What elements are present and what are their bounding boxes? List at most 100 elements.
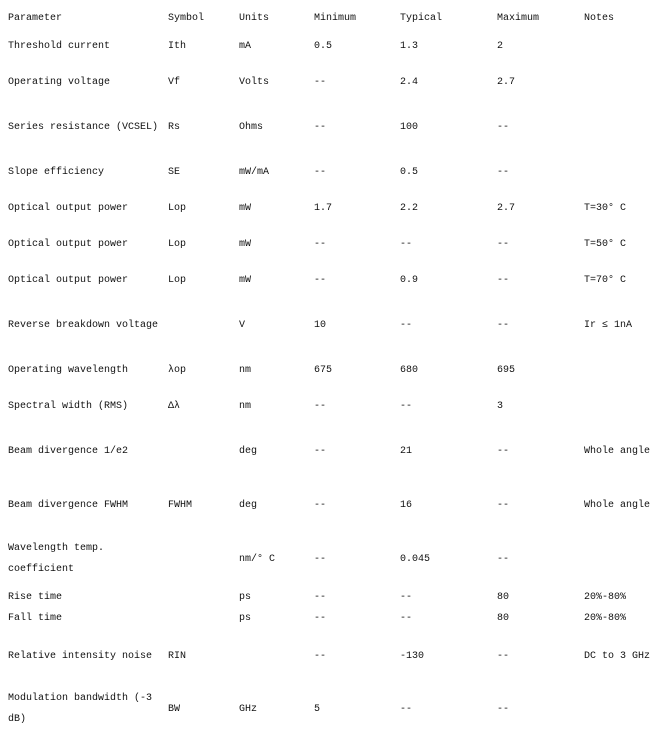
- cell-units: deg: [239, 445, 258, 457]
- header-typical: Typical: [400, 12, 443, 24]
- cell-symbol: Lop: [168, 238, 187, 250]
- cell-minimum: --: [314, 166, 327, 178]
- cell-parameter: Optical output power: [8, 238, 129, 250]
- cell-typical: 0.5: [400, 166, 419, 178]
- table-row: Modulation bandwidth (-3 dB) BW GHz 5 -- --: [0, 688, 663, 730]
- cell-maximum: --: [497, 499, 510, 511]
- cell-maximum: 80: [497, 591, 510, 603]
- table-row: Beam divergence 1/e2 deg -- 21 -- Whole angle: [0, 441, 663, 462]
- cell-parameter: Beam divergence FWHM: [8, 499, 129, 511]
- header-maximum: Maximum: [497, 12, 540, 24]
- table-row: Slope efficiency SE mW/mA -- 0.5 --: [0, 162, 663, 183]
- cell-typical: --: [400, 703, 413, 715]
- cell-symbol: Lop: [168, 274, 187, 286]
- cell-minimum: 675: [314, 364, 333, 376]
- cell-typical: 21: [400, 445, 413, 457]
- cell-typical: 1.3: [400, 40, 419, 52]
- cell-symbol: Vf: [168, 76, 181, 88]
- cell-typical: 2.2: [400, 202, 419, 214]
- cell-units: nm/° C: [239, 553, 276, 565]
- table-row: Rise time ps -- -- 80 20%-80%: [0, 587, 663, 608]
- cell-maximum: --: [497, 553, 510, 565]
- cell-typical: --: [400, 591, 413, 603]
- header-notes: Notes: [584, 12, 615, 24]
- cell-parameter: Threshold current: [8, 40, 111, 52]
- cell-minimum: --: [314, 76, 327, 88]
- table-row: Optical output power Lop mW -- 0.9 -- T=70° C: [0, 270, 663, 291]
- table-row: Optical output power Lop mW -- -- -- T=50° C: [0, 234, 663, 255]
- cell-parameter: Beam divergence 1/e2: [8, 445, 129, 457]
- cell-parameter: Relative intensity noise: [8, 650, 153, 662]
- cell-maximum: 2.7: [497, 76, 516, 88]
- cell-parameter: Operating wavelength: [8, 364, 129, 376]
- cell-typical: 0.9: [400, 274, 419, 286]
- table-row: Optical output power Lop mW 1.7 2.2 2.7 T=30° …: [0, 198, 663, 219]
- cell-minimum: 10: [314, 319, 327, 331]
- cell-typical: -130: [400, 650, 425, 662]
- cell-units: nm: [239, 364, 252, 376]
- cell-units: mW: [239, 202, 252, 214]
- cell-minimum: --: [314, 400, 327, 412]
- cell-parameter: Spectral width (RMS): [8, 400, 129, 412]
- cell-parameter: Slope efficiency: [8, 166, 105, 178]
- cell-typical: --: [400, 319, 413, 331]
- cell-units: Ohms: [239, 121, 264, 133]
- cell-minimum: --: [314, 650, 327, 662]
- cell-units: deg: [239, 499, 258, 511]
- cell-minimum: 5: [314, 703, 321, 715]
- table-row: Wavelength temp. coefficient nm/° C -- 0.04…: [0, 538, 663, 580]
- cell-units: ps: [239, 612, 252, 624]
- cell-typical: --: [400, 400, 413, 412]
- cell-maximum: --: [497, 703, 510, 715]
- cell-parameter: Modulation bandwidth (-3 dB): [8, 693, 153, 725]
- cell-notes: DC to 3 GHz: [584, 650, 651, 662]
- cell-notes: 20%-80%: [584, 612, 627, 624]
- cell-maximum: --: [497, 166, 510, 178]
- cell-minimum: 0.5: [314, 40, 333, 52]
- cell-symbol: RIN: [168, 650, 187, 662]
- cell-units: mW/mA: [239, 166, 270, 178]
- cell-units: ps: [239, 591, 252, 603]
- cell-parameter: Rise time: [8, 591, 63, 603]
- cell-notes: T=50° C: [584, 238, 627, 250]
- cell-units: nm: [239, 400, 252, 412]
- table-row: Beam divergence FWHM FWHM deg -- 16 -- Whole a…: [0, 495, 663, 516]
- cell-parameter: Wavelength temp. coefficient: [8, 543, 105, 575]
- cell-typical: 680: [400, 364, 419, 376]
- cell-maximum: --: [497, 121, 510, 133]
- cell-typical: --: [400, 238, 413, 250]
- cell-maximum: 3: [497, 400, 504, 412]
- table-row: Relative intensity noise RIN -- -130 -- DC to…: [0, 646, 663, 667]
- table-row: Spectral width (RMS) Δλ nm -- -- 3: [0, 396, 663, 417]
- cell-notes: 20%-80%: [584, 591, 627, 603]
- cell-minimum: --: [314, 612, 327, 624]
- cell-notes: Whole angle: [584, 445, 651, 457]
- header-units: Units: [239, 12, 270, 24]
- cell-maximum: --: [497, 238, 510, 250]
- cell-minimum: --: [314, 274, 327, 286]
- cell-symbol: BW: [168, 703, 181, 715]
- cell-minimum: --: [314, 121, 327, 133]
- cell-maximum: --: [497, 319, 510, 331]
- cell-maximum: --: [497, 274, 510, 286]
- cell-notes: Ir ≤ 1nA: [584, 319, 633, 331]
- cell-symbol: FWHM: [168, 499, 193, 511]
- cell-minimum: --: [314, 499, 327, 511]
- cell-typical: 100: [400, 121, 419, 133]
- cell-minimum: --: [314, 591, 327, 603]
- cell-notes: T=70° C: [584, 274, 627, 286]
- cell-maximum: 2.7: [497, 202, 516, 214]
- cell-symbol: Rs: [168, 121, 181, 133]
- table-row: Fall time ps -- -- 80 20%-80%: [0, 608, 663, 629]
- table-row: Operating wavelength λop nm 675 680 695: [0, 360, 663, 381]
- cell-maximum: 2: [497, 40, 504, 52]
- cell-minimum: --: [314, 553, 327, 565]
- table-header-row: Parameter Symbol Units Minimum Typical Maximu…: [0, 8, 663, 29]
- cell-units: V: [239, 319, 246, 331]
- cell-minimum: --: [314, 445, 327, 457]
- cell-units: GHz: [239, 703, 258, 715]
- cell-units: Volts: [239, 76, 270, 88]
- cell-maximum: 695: [497, 364, 516, 376]
- cell-parameter: Series resistance (VCSEL): [8, 121, 159, 133]
- header-parameter: Parameter: [8, 12, 63, 24]
